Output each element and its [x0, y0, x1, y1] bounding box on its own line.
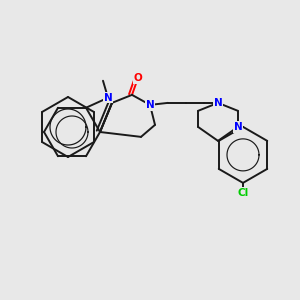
- Text: N: N: [103, 93, 112, 103]
- Text: O: O: [134, 73, 142, 83]
- Text: N: N: [234, 122, 242, 132]
- Text: Cl: Cl: [237, 188, 249, 198]
- Text: N: N: [146, 100, 154, 110]
- Text: N: N: [214, 98, 222, 108]
